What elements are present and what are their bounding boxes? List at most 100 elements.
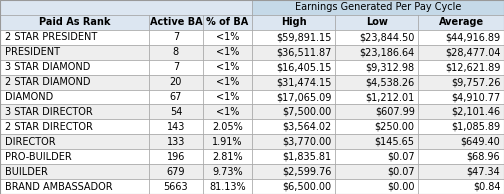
Text: 5663: 5663 bbox=[164, 182, 188, 191]
Bar bbox=[252, 119, 335, 134]
Text: 2 STAR DIAMOND: 2 STAR DIAMOND bbox=[5, 77, 90, 87]
Bar bbox=[335, 134, 418, 149]
Bar bbox=[203, 30, 252, 45]
Text: $6,500.00: $6,500.00 bbox=[282, 182, 332, 191]
Bar bbox=[335, 104, 418, 119]
Bar bbox=[252, 15, 335, 30]
Bar bbox=[252, 134, 335, 149]
Text: 2.05%: 2.05% bbox=[212, 122, 243, 132]
Text: 8: 8 bbox=[173, 47, 179, 57]
Text: $1,085.89: $1,085.89 bbox=[451, 122, 500, 132]
Text: Earnings Generated Per Pay Cycle: Earnings Generated Per Pay Cycle bbox=[295, 3, 461, 12]
Bar bbox=[149, 90, 203, 104]
Bar bbox=[203, 60, 252, 75]
Text: $36,511.87: $36,511.87 bbox=[276, 47, 332, 57]
Text: $12,621.89: $12,621.89 bbox=[445, 62, 500, 72]
Bar bbox=[0, 90, 149, 104]
Bar bbox=[0, 60, 149, 75]
Bar bbox=[0, 179, 149, 194]
Bar bbox=[252, 0, 504, 15]
Bar bbox=[149, 119, 203, 134]
Text: 7: 7 bbox=[173, 32, 179, 42]
Bar bbox=[0, 45, 149, 60]
Text: 679: 679 bbox=[167, 167, 185, 177]
Bar bbox=[335, 45, 418, 60]
Text: $649.40: $649.40 bbox=[461, 137, 500, 147]
Text: $1,835.81: $1,835.81 bbox=[282, 152, 332, 162]
Bar bbox=[0, 134, 149, 149]
Text: BRAND AMBASSADOR: BRAND AMBASSADOR bbox=[5, 182, 112, 191]
Text: DIAMOND: DIAMOND bbox=[5, 92, 53, 102]
Bar bbox=[203, 15, 252, 30]
Text: 2 STAR DIRECTOR: 2 STAR DIRECTOR bbox=[5, 122, 92, 132]
Bar bbox=[0, 149, 149, 164]
Bar bbox=[335, 60, 418, 75]
Bar bbox=[0, 30, 149, 45]
Bar bbox=[252, 30, 335, 45]
Text: Low: Low bbox=[366, 17, 388, 27]
Bar bbox=[203, 149, 252, 164]
Bar bbox=[252, 75, 335, 90]
Bar bbox=[0, 119, 149, 134]
Bar bbox=[149, 60, 203, 75]
Text: <1%: <1% bbox=[216, 92, 239, 102]
Bar bbox=[0, 0, 252, 15]
Bar bbox=[149, 45, 203, 60]
Bar bbox=[203, 90, 252, 104]
Bar bbox=[418, 119, 504, 134]
Bar bbox=[149, 134, 203, 149]
Bar bbox=[149, 30, 203, 45]
Text: $59,891.15: $59,891.15 bbox=[276, 32, 332, 42]
Text: 81.13%: 81.13% bbox=[209, 182, 246, 191]
Text: Active BA: Active BA bbox=[150, 17, 202, 27]
Bar bbox=[0, 15, 149, 30]
Bar bbox=[335, 179, 418, 194]
Bar bbox=[418, 179, 504, 194]
Text: <1%: <1% bbox=[216, 62, 239, 72]
Bar bbox=[0, 75, 149, 90]
Text: $3,564.02: $3,564.02 bbox=[282, 122, 332, 132]
Bar bbox=[335, 75, 418, 90]
Text: $17,065.09: $17,065.09 bbox=[276, 92, 332, 102]
Bar bbox=[149, 149, 203, 164]
Text: Average: Average bbox=[438, 17, 484, 27]
Text: $16,405.15: $16,405.15 bbox=[276, 62, 332, 72]
Text: $28,477.04: $28,477.04 bbox=[445, 47, 500, 57]
Text: $23,844.50: $23,844.50 bbox=[359, 32, 415, 42]
Bar bbox=[203, 134, 252, 149]
Bar bbox=[149, 15, 203, 30]
Bar bbox=[418, 60, 504, 75]
Text: $68.96: $68.96 bbox=[467, 152, 500, 162]
Bar bbox=[418, 164, 504, 179]
Bar bbox=[335, 15, 418, 30]
Bar bbox=[149, 75, 203, 90]
Bar bbox=[203, 104, 252, 119]
Text: $31,474.15: $31,474.15 bbox=[276, 77, 332, 87]
Bar bbox=[418, 134, 504, 149]
Bar bbox=[252, 179, 335, 194]
Text: BUILDER: BUILDER bbox=[5, 167, 47, 177]
Bar bbox=[0, 104, 149, 119]
Bar bbox=[0, 164, 149, 179]
Text: $9,757.26: $9,757.26 bbox=[451, 77, 500, 87]
Text: 54: 54 bbox=[170, 107, 182, 117]
Text: 3 STAR DIRECTOR: 3 STAR DIRECTOR bbox=[5, 107, 92, 117]
Bar bbox=[252, 45, 335, 60]
Text: PRESIDENT: PRESIDENT bbox=[5, 47, 59, 57]
Text: $607.99: $607.99 bbox=[375, 107, 415, 117]
Text: $0.00: $0.00 bbox=[387, 182, 415, 191]
Text: 143: 143 bbox=[167, 122, 185, 132]
Bar bbox=[203, 164, 252, 179]
Text: $145.65: $145.65 bbox=[374, 137, 415, 147]
Text: $47.34: $47.34 bbox=[467, 167, 500, 177]
Text: $9,312.98: $9,312.98 bbox=[365, 62, 415, 72]
Bar bbox=[418, 90, 504, 104]
Text: <1%: <1% bbox=[216, 77, 239, 87]
Text: $1,212.01: $1,212.01 bbox=[365, 92, 415, 102]
Text: 196: 196 bbox=[167, 152, 185, 162]
Bar bbox=[203, 119, 252, 134]
Text: 2 STAR PRESIDENT: 2 STAR PRESIDENT bbox=[5, 32, 97, 42]
Bar bbox=[149, 179, 203, 194]
Text: High: High bbox=[281, 17, 306, 27]
Bar bbox=[252, 104, 335, 119]
